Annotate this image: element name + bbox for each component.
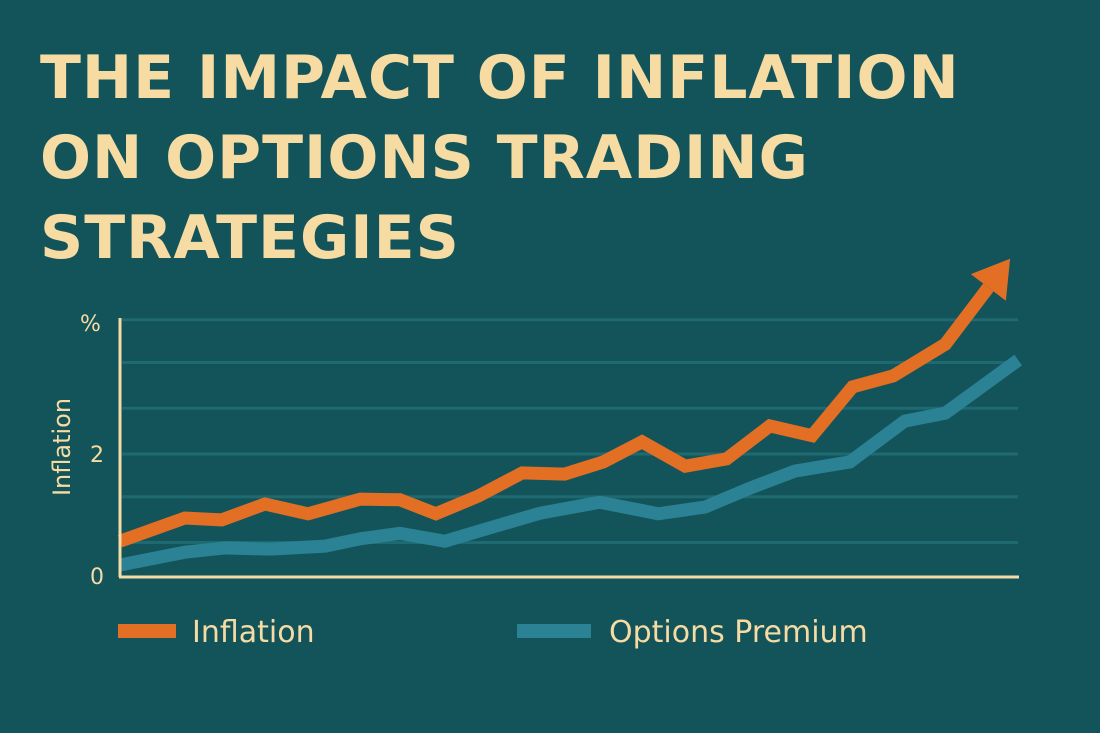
y-tick-labels: 02: [90, 443, 104, 590]
series-line-inflation: [117, 283, 994, 548]
y-unit-label: %: [80, 312, 101, 337]
title-line-2: ON OPTIONS TRADING: [40, 123, 809, 193]
legend-label-inflation: Inflation: [192, 615, 315, 650]
series-line-options-premium: [118, 354, 1023, 572]
title-line-1: THE IMPACT OF INFLATION: [40, 43, 960, 113]
legend-label-options-premium: Options Premium: [609, 615, 868, 650]
y-tick-label: 0: [90, 565, 104, 590]
series-lines: [117, 258, 1023, 572]
gridlines: [122, 318, 1018, 544]
y-axis-label: Inflation: [48, 398, 76, 496]
chart-title: THE IMPACT OF INFLATION ON OPTIONS TRADI…: [40, 38, 960, 278]
legend: Inflation Options Premium: [118, 615, 868, 650]
legend-swatch-inflation: [118, 624, 176, 638]
trend-arrowhead: [970, 258, 1011, 301]
y-tick-label: 2: [90, 443, 104, 468]
legend-swatch-options-premium: [517, 624, 591, 638]
title-line-3: STRATEGIES: [40, 203, 460, 273]
